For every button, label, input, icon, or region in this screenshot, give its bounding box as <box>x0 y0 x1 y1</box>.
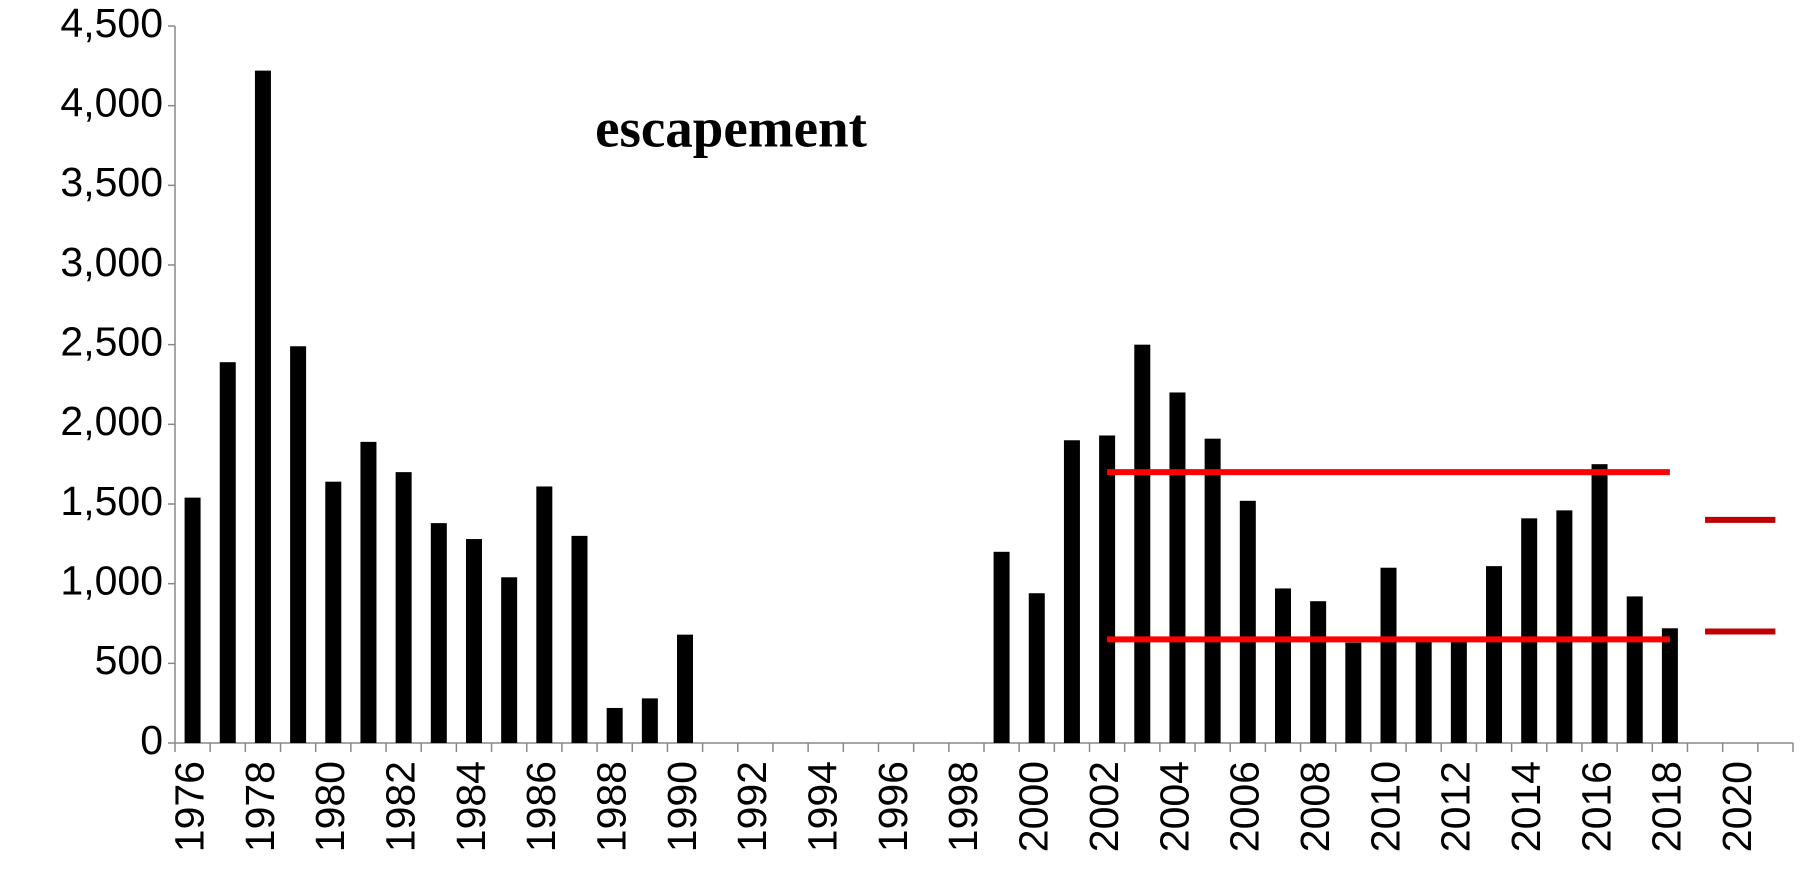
x-tick-label: 2004 <box>1151 761 1197 852</box>
x-tick-label: 1986 <box>518 761 564 852</box>
x-tick-label: 2018 <box>1644 761 1690 852</box>
x-tick-label: 1980 <box>307 761 353 852</box>
y-tick-label: 500 <box>95 637 163 683</box>
bar <box>219 362 236 743</box>
bar <box>1556 510 1573 743</box>
bar <box>1239 500 1256 743</box>
x-tick-label: 2002 <box>1081 761 1127 852</box>
bar <box>1450 641 1467 743</box>
bar <box>1626 596 1643 743</box>
annotation: escapement <box>595 98 868 159</box>
bar <box>1486 566 1503 743</box>
bar <box>395 472 412 743</box>
x-tick-label: 2016 <box>1573 761 1619 852</box>
x-tick-label: 1976 <box>166 761 212 852</box>
x-tick-label: 2010 <box>1362 761 1408 852</box>
bar <box>1204 438 1221 743</box>
bar <box>641 698 658 743</box>
bar <box>1345 642 1362 743</box>
bar <box>1380 567 1397 743</box>
x-tick-label: 1996 <box>870 761 916 852</box>
x-tick-label: 2014 <box>1503 761 1549 852</box>
bar <box>1521 518 1538 743</box>
x-tick-label: 2000 <box>1011 761 1057 852</box>
x-tick-label: 1994 <box>800 761 846 852</box>
bar <box>1661 628 1678 743</box>
x-tick-label: 1998 <box>940 761 986 852</box>
x-tick-label: 2006 <box>1222 761 1268 852</box>
y-tick-label: 2,500 <box>60 318 163 364</box>
bar <box>184 497 201 743</box>
bar <box>1415 641 1432 743</box>
y-tick-label: 2,000 <box>60 398 163 444</box>
y-tick-label: 4,000 <box>60 79 163 125</box>
bar <box>1028 593 1045 743</box>
bar <box>325 481 342 743</box>
x-tick-label: 2008 <box>1292 761 1338 852</box>
x-tick-label: 1982 <box>377 761 423 852</box>
y-tick-label: 1,000 <box>60 557 163 603</box>
bar <box>993 551 1010 743</box>
x-tick-label: 2020 <box>1714 761 1760 852</box>
bar <box>1274 588 1291 743</box>
bar <box>290 346 307 743</box>
y-tick-label: 1,500 <box>60 478 163 524</box>
x-tick-label: 1992 <box>729 761 775 852</box>
bar <box>360 441 377 743</box>
bar <box>1310 601 1327 743</box>
bar <box>430 523 447 743</box>
bar <box>1134 344 1151 743</box>
x-tick-label: 2012 <box>1433 761 1479 852</box>
bar <box>465 539 482 743</box>
y-tick-label: 0 <box>140 717 163 763</box>
bar <box>1169 392 1186 743</box>
bar <box>1099 435 1116 743</box>
bar <box>254 70 271 743</box>
bar <box>1063 440 1080 743</box>
y-tick-label: 3,000 <box>60 239 163 285</box>
bar <box>536 486 553 743</box>
y-tick-label: 3,500 <box>60 159 163 205</box>
bar <box>1591 464 1608 743</box>
bar <box>571 535 588 743</box>
x-tick-label: 1984 <box>448 761 494 852</box>
bar <box>606 707 623 743</box>
bar <box>501 577 518 743</box>
x-tick-label: 1978 <box>237 761 283 852</box>
x-tick-label: 1988 <box>589 761 635 852</box>
bar <box>677 634 694 743</box>
x-tick-label: 1990 <box>659 761 705 852</box>
y-tick-label: 4,500 <box>60 0 163 46</box>
